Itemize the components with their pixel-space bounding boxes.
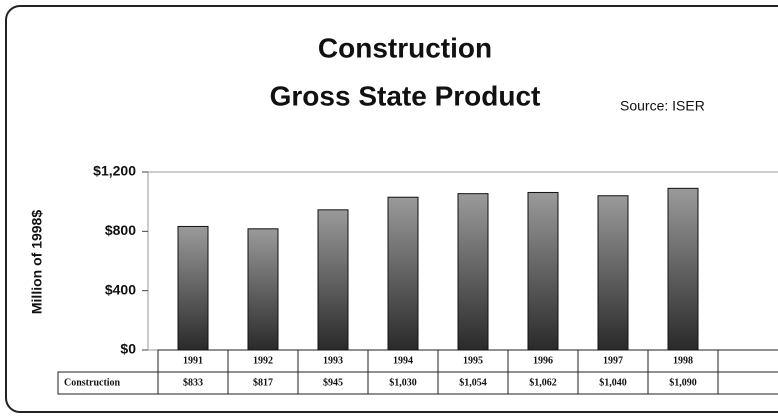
y-axis-label: Million of 1998$: [29, 210, 45, 314]
bar: [667, 187, 699, 351]
data-label: $833: [183, 377, 203, 388]
source-note: Source: ISER: [620, 98, 705, 114]
y-tick-label: $1,200: [93, 163, 136, 179]
data-label: $1,062: [529, 377, 557, 388]
x-tick-label: 1995: [463, 355, 483, 366]
y-tick-label: $400: [105, 281, 136, 297]
bar: [597, 195, 629, 351]
x-tick-label: 1991: [183, 355, 203, 366]
data-label: $1,054: [459, 377, 487, 388]
data-label: $1,040: [599, 377, 627, 388]
data-label: $1,090: [669, 377, 697, 388]
x-tick-label: 1997: [603, 355, 623, 366]
chart-title: Gross State Product: [270, 80, 541, 111]
table-row-label: Construction: [64, 377, 121, 388]
x-tick-label: 1996: [533, 355, 553, 366]
bar: [527, 191, 559, 351]
bar: [247, 228, 279, 351]
data-label: $817: [253, 377, 273, 388]
bar: [387, 196, 419, 351]
x-tick-label: 1994: [393, 355, 413, 366]
bar: [457, 193, 489, 351]
x-tick-label: 1998: [673, 355, 693, 366]
y-tick-label: $800: [105, 222, 136, 238]
x-tick-label: 1993: [323, 355, 343, 366]
data-label: $945: [323, 377, 343, 388]
bar: [177, 225, 209, 351]
chart-title: Construction: [318, 32, 492, 63]
data-label: $1,030: [389, 377, 417, 388]
table-cell: [717, 371, 778, 395]
bar: [317, 209, 349, 351]
x-tick-label: 1992: [253, 355, 273, 366]
y-tick-label: $0: [120, 341, 136, 357]
